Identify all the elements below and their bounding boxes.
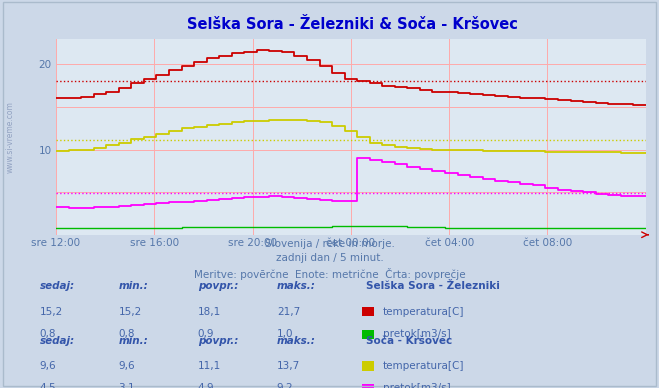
Text: povpr.:: povpr.: (198, 336, 238, 346)
Text: 1,0: 1,0 (277, 329, 293, 339)
Text: maks.:: maks.: (277, 281, 316, 291)
Text: 21,7: 21,7 (277, 307, 300, 317)
Text: sedaj:: sedaj: (40, 336, 74, 346)
Text: Meritve: povērčne  Enote: metrične  Črta: povprečje: Meritve: povērčne Enote: metrične Črta: … (194, 268, 465, 280)
Text: 15,2: 15,2 (40, 307, 63, 317)
Text: temperatura[C]: temperatura[C] (383, 361, 465, 371)
Text: pretok[m3/s]: pretok[m3/s] (383, 383, 451, 388)
Text: povpr.:: povpr.: (198, 281, 238, 291)
Text: zadnji dan / 5 minut.: zadnji dan / 5 minut. (275, 253, 384, 263)
Text: 18,1: 18,1 (198, 307, 221, 317)
Text: temperatura[C]: temperatura[C] (383, 307, 465, 317)
Text: min.:: min.: (119, 281, 148, 291)
Text: 9,6: 9,6 (119, 361, 135, 371)
Text: 15,2: 15,2 (119, 307, 142, 317)
Text: 4,5: 4,5 (40, 383, 56, 388)
Text: min.:: min.: (119, 336, 148, 346)
Text: 9,2: 9,2 (277, 383, 293, 388)
Text: 13,7: 13,7 (277, 361, 300, 371)
Text: Selška Sora - Železniki & Soča - Kršovec: Selška Sora - Železniki & Soča - Kršovec (187, 17, 518, 33)
Text: 9,6: 9,6 (40, 361, 56, 371)
Text: Soča - Kršovec: Soča - Kršovec (366, 336, 452, 346)
Text: 0,8: 0,8 (40, 329, 56, 339)
Text: 11,1: 11,1 (198, 361, 221, 371)
Text: sedaj:: sedaj: (40, 281, 74, 291)
Text: maks.:: maks.: (277, 336, 316, 346)
Text: www.si-vreme.com: www.si-vreme.com (5, 101, 14, 173)
Text: 0,9: 0,9 (198, 329, 214, 339)
Text: 3,1: 3,1 (119, 383, 135, 388)
Text: 4,9: 4,9 (198, 383, 214, 388)
Text: pretok[m3/s]: pretok[m3/s] (383, 329, 451, 339)
Text: Selška Sora - Železniki: Selška Sora - Železniki (366, 281, 500, 291)
Text: Slovenija / reke in morje.: Slovenija / reke in morje. (264, 239, 395, 249)
Text: 0,8: 0,8 (119, 329, 135, 339)
